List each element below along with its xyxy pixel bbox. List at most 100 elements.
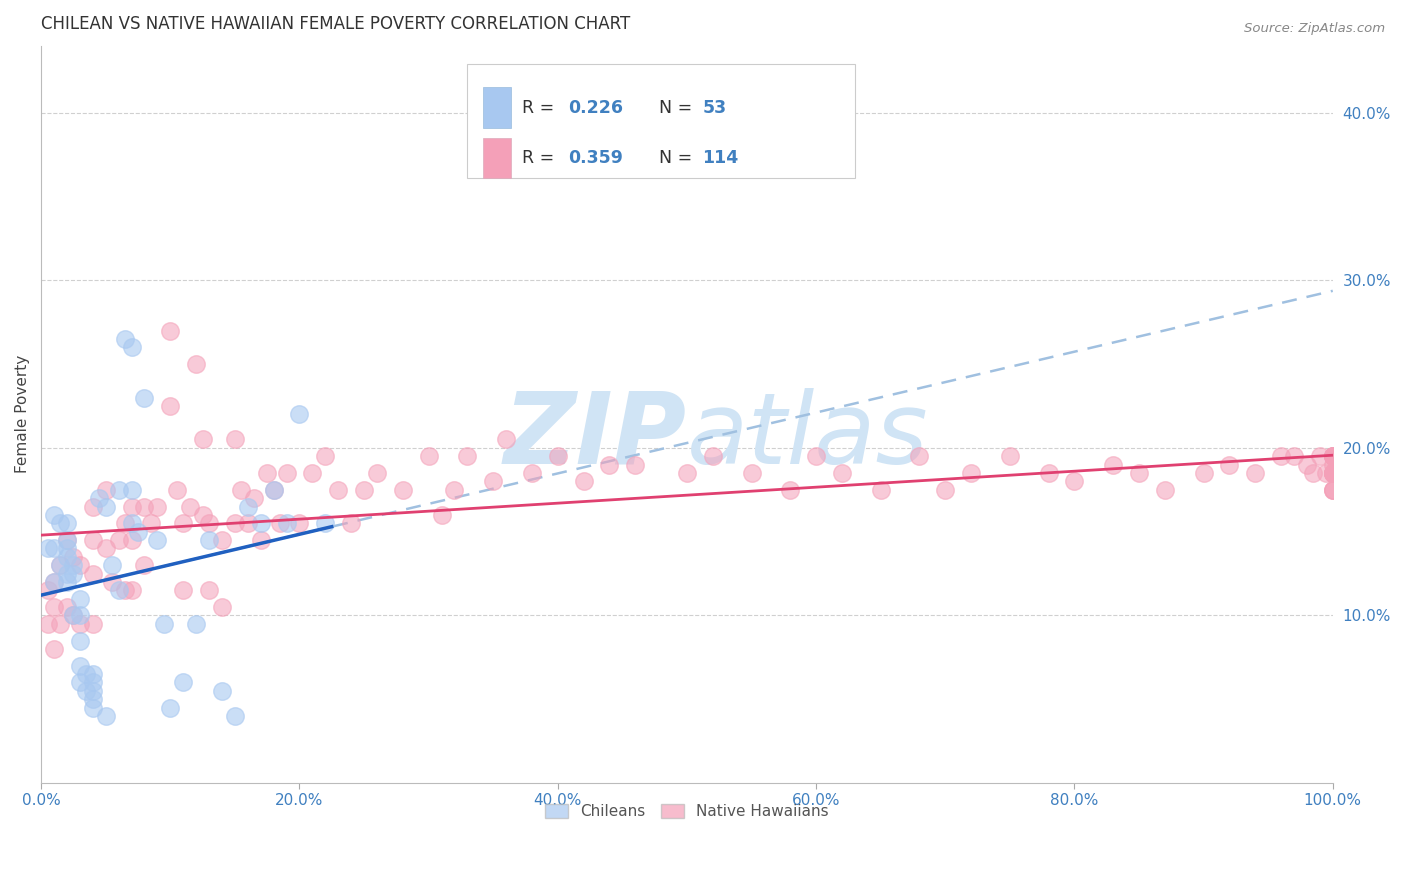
Text: atlas: atlas [688,388,928,485]
Point [276,466,298,480]
Point [49,616,72,631]
Point [1322,466,1344,480]
Point [42,541,65,556]
Point [49,558,72,573]
Point [49,558,72,573]
Point [263,483,285,497]
Point [495,433,517,447]
Point [624,458,647,472]
Point [1102,458,1125,472]
Point [1322,458,1344,472]
Point [139,516,162,531]
Point [42,642,65,657]
Point [82,500,104,514]
Point [69,591,91,606]
Text: 0.359: 0.359 [568,149,623,167]
Point [676,466,699,480]
Point [69,608,91,623]
Point [42,508,65,522]
Bar [467,64,855,178]
Text: R =: R = [522,98,560,117]
Point [211,533,233,547]
Point [37,616,59,631]
Point [418,449,440,463]
Point [159,700,181,714]
Point [82,692,104,706]
Point [1244,466,1267,480]
Text: N =: N = [658,98,697,117]
Point [166,483,188,497]
Point [547,449,569,463]
Point [62,558,84,573]
Point [224,516,246,531]
Point [69,633,91,648]
Point [1322,466,1344,480]
Point [1322,466,1344,480]
Point [121,483,143,497]
Point [1322,466,1344,480]
Point [340,516,363,531]
Point [172,583,194,598]
Point [1322,483,1344,497]
Point [75,684,97,698]
Point [328,483,350,497]
Point [236,516,259,531]
Point [249,516,271,531]
Point [94,483,117,497]
Point [69,658,91,673]
Point [1296,458,1319,472]
Point [107,483,129,497]
Point [56,549,79,564]
Point [82,533,104,547]
Point [121,533,143,547]
Point [231,483,253,497]
Point [146,500,169,514]
Point [482,475,505,489]
Point [127,524,149,539]
Text: 53: 53 [703,98,727,117]
Point [1218,458,1240,472]
Bar [482,137,512,178]
Text: CHILEAN VS NATIVE HAWAIIAN FEMALE POVERTY CORRELATION CHART: CHILEAN VS NATIVE HAWAIIAN FEMALE POVERT… [41,15,630,33]
Point [198,516,221,531]
Point [243,491,266,505]
Point [121,500,143,514]
Point [62,549,84,564]
Point [62,608,84,623]
Point [179,500,201,514]
Point [1309,449,1331,463]
Point [49,516,72,531]
Point [56,574,79,589]
Point [56,533,79,547]
Bar [482,87,512,128]
Point [172,516,194,531]
Point [353,483,375,497]
Point [56,566,79,581]
Point [998,449,1021,463]
Point [1322,449,1344,463]
Point [159,324,181,338]
Point [1322,483,1344,497]
Point [1270,449,1292,463]
Point [107,583,129,598]
Point [56,541,79,556]
Text: Source: ZipAtlas.com: Source: ZipAtlas.com [1244,22,1385,36]
Point [37,541,59,556]
Point [1322,449,1344,463]
Point [1282,449,1305,463]
Point [391,483,413,497]
Point [146,533,169,547]
Point [82,566,104,581]
Point [82,616,104,631]
Point [804,449,827,463]
Point [121,340,143,354]
Point [301,466,323,480]
Point [134,391,156,405]
Point [121,583,143,598]
Point [1038,466,1060,480]
Text: 114: 114 [703,149,738,167]
Point [198,583,221,598]
Point [779,483,801,497]
Point [276,516,298,531]
Point [62,608,84,623]
